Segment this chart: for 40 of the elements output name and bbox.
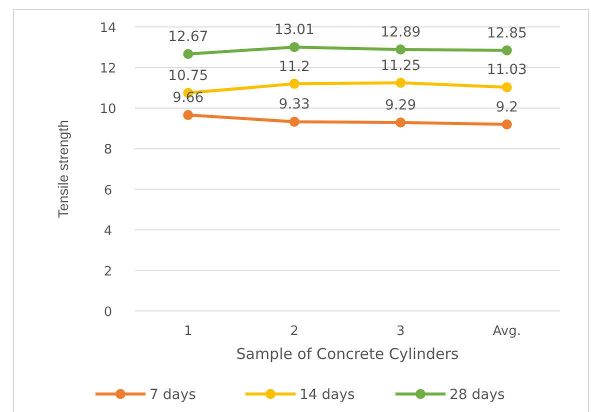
x-tick-label: 1 bbox=[184, 324, 192, 339]
point bbox=[183, 48, 194, 59]
x-axis-title: Sample of Concrete Cylinders bbox=[236, 345, 459, 363]
data-label: 12.85 bbox=[486, 25, 527, 42]
x-tick-label: Avg. bbox=[492, 324, 521, 339]
point bbox=[502, 45, 512, 56]
data-label: 11.2 bbox=[278, 58, 310, 75]
point bbox=[396, 78, 406, 88]
data-label: 9.2 bbox=[496, 99, 518, 116]
data-label: 12.67 bbox=[168, 28, 208, 45]
point bbox=[502, 119, 512, 130]
data-label: 9.33 bbox=[278, 96, 310, 113]
point bbox=[502, 82, 512, 92]
y-tick-label: 6 bbox=[104, 183, 112, 198]
data-label: 11.03 bbox=[486, 62, 527, 78]
point bbox=[289, 42, 300, 52]
legend-label: 14 days bbox=[300, 387, 355, 403]
legend-label: 28 days bbox=[450, 387, 505, 403]
data-label: 11.25 bbox=[380, 58, 421, 74]
data-label: 10.75 bbox=[168, 68, 208, 84]
y-tick-label: 0 bbox=[104, 305, 112, 320]
y-tick-label: 4 bbox=[104, 224, 112, 239]
legend-label: 7 days bbox=[150, 387, 196, 403]
y-tick-label: 2 bbox=[104, 264, 112, 280]
y-tick-label: 12 bbox=[100, 62, 116, 77]
point bbox=[396, 118, 406, 128]
y-tick-label: 8 bbox=[104, 142, 112, 158]
point bbox=[289, 116, 300, 127]
data-label: 13.01 bbox=[274, 22, 314, 38]
y-tick-label: 14 bbox=[100, 21, 116, 36]
data-label: 9.66 bbox=[172, 90, 204, 106]
point bbox=[289, 78, 300, 89]
y-axis-title: Tensile strength bbox=[55, 120, 71, 218]
data-label: 9.29 bbox=[385, 98, 416, 114]
x-tick-label: 2 bbox=[290, 324, 299, 339]
point bbox=[396, 44, 406, 55]
point bbox=[183, 110, 194, 120]
x-tick-label: 3 bbox=[396, 324, 405, 339]
data-label: 12.89 bbox=[380, 24, 421, 41]
y-tick-label: 10 bbox=[100, 102, 116, 118]
